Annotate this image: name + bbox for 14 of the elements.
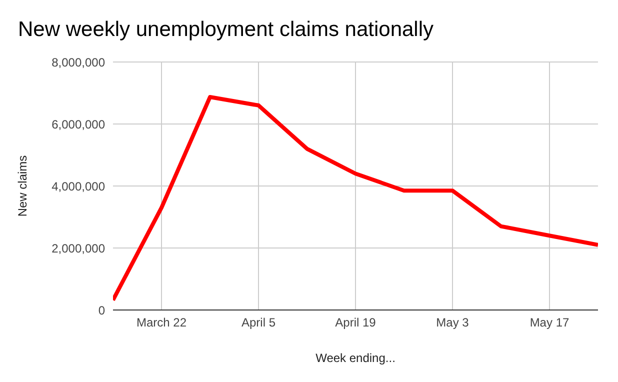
x-axis-title: Week ending...	[316, 351, 396, 365]
x-tick-label: April 19	[335, 316, 376, 330]
y-tick-label: 8,000,000	[52, 55, 106, 70]
line-series	[113, 95, 598, 302]
x-tick-label: May 3	[436, 316, 470, 330]
x-tick-label: April 5	[241, 316, 276, 330]
y-tick-label: 6,000,000	[52, 117, 106, 132]
y-tick-label: 0	[98, 303, 106, 318]
x-tick-label: May 17	[530, 316, 570, 330]
y-tick-label: 4,000,000	[52, 179, 106, 194]
y-tick-label: 2,000,000	[52, 241, 106, 256]
y-axis-title: New claims	[15, 155, 30, 217]
chart-title: New weekly unemployment claims nationally	[18, 18, 434, 42]
x-tick-label: March 22	[136, 316, 187, 330]
